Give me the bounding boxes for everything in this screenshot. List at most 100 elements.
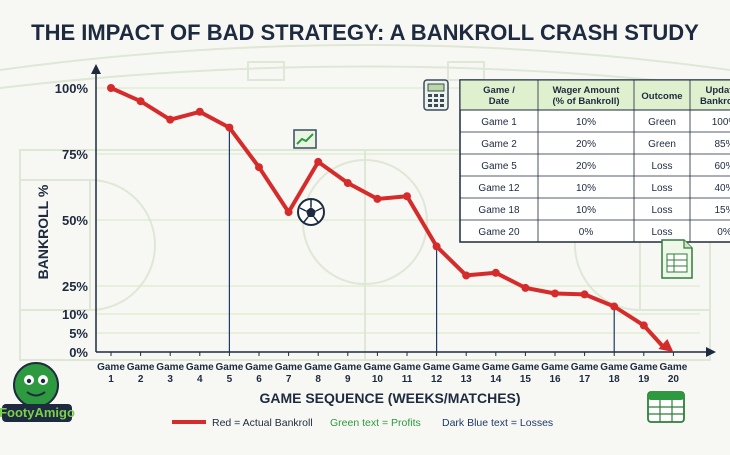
x-axis-arrow: [706, 347, 716, 357]
table-cell-game: Game 5: [481, 161, 517, 172]
x-tick-label: 15: [520, 374, 532, 385]
x-tick-label: Game: [216, 362, 244, 373]
x-tick-label: 20: [668, 374, 680, 385]
x-tick-label: 4: [197, 374, 203, 385]
data-point: [639, 321, 648, 330]
stadium-roof-arc: [0, 44, 730, 71]
data-point: [403, 192, 411, 201]
x-tick-label: 10: [372, 374, 384, 385]
table-cell-outcome: Green: [648, 139, 676, 150]
data-point: [521, 283, 530, 292]
x-tick-label: 1: [108, 374, 114, 385]
x-tick-label: 5: [227, 374, 233, 385]
data-point: [580, 290, 589, 299]
y-tick-label: 100%: [55, 81, 89, 96]
footyamigo-logo: FootyAmigo: [0, 362, 75, 422]
series-bankroll: [107, 84, 674, 352]
x-tick-label: Game: [304, 362, 332, 373]
logo-banner: [2, 404, 72, 422]
table-cell-bankroll: 100%: [712, 117, 730, 128]
wager-table: Game /Date Wager Amount(% of Bankroll) Out…: [459, 79, 730, 243]
x-tick-label: Game: [630, 362, 658, 373]
table-header-cell: Updated: [706, 85, 730, 96]
data-point: [166, 115, 175, 124]
y-axis-ticks: 0% 5% 10% 25% 50% 75% 100%: [55, 81, 89, 360]
table-header-cell: Game /: [483, 85, 515, 96]
logo-smile: [26, 391, 46, 397]
x-tick-label: 11: [402, 374, 413, 385]
floodlight-icon: [447, 61, 485, 81]
table-cell-bankroll: 0%: [717, 227, 730, 238]
x-tick-label: Game: [541, 362, 569, 373]
legend-entry-bankroll: Red = Actual Bankroll: [212, 417, 313, 429]
table-cell-wager: 20%: [576, 139, 596, 150]
logo-pupil: [40, 378, 46, 384]
x-tick-label: Game: [364, 362, 392, 373]
data-point: [373, 194, 382, 203]
x-tick-label: Game: [660, 362, 688, 373]
legend: Red = Actual Bankroll Green text = Profi…: [172, 417, 553, 429]
x-tick-label: 17: [579, 374, 591, 385]
table-cell-bankroll: 85%: [714, 139, 730, 150]
series-line-bankroll: [109, 86, 666, 349]
x-tick-label: Game: [186, 362, 214, 373]
x-axis-ticks: Game1Game2Game3Game4Game5Game6Game7Game8…: [97, 352, 688, 385]
x-tick-label: 18: [609, 374, 621, 385]
data-point: [462, 271, 471, 280]
data-point: [343, 179, 352, 188]
x-tick-label: Game: [423, 362, 451, 373]
x-tick-label: 9: [345, 374, 351, 385]
data-point: [225, 123, 234, 132]
x-tick-label: Game: [571, 362, 599, 373]
data-point: [432, 242, 441, 251]
table-cell-wager: 10%: [576, 117, 596, 128]
table-cell-bankroll: 60%: [714, 161, 730, 172]
table-header-cell: Wager Amount: [553, 85, 621, 96]
data-point: [314, 157, 323, 166]
x-tick-label: 7: [286, 374, 292, 385]
x-axis-label: GAME SEQUENCE (WEEKS/MATCHES): [259, 390, 520, 406]
logo-text: FootyAmigo: [0, 405, 75, 420]
legend-entry-losses: Dark Blue text = Losses: [442, 417, 553, 429]
table-cell-game: Game 20: [478, 227, 520, 238]
table-header-cell: Bankroll %: [700, 96, 730, 107]
table-icon: [647, 391, 685, 423]
data-point: [284, 208, 293, 217]
trend-chart-icon: [293, 129, 317, 149]
spreadsheet-icon: [661, 239, 693, 279]
soccer-ball-icon: [297, 198, 325, 226]
table-cell-outcome: Loss: [651, 205, 672, 216]
y-tick-label: 0%: [69, 345, 88, 360]
x-tick-label: Game: [452, 362, 480, 373]
x-tick-label: Game: [127, 362, 155, 373]
y-tick-label: 25%: [62, 279, 88, 294]
table-cell-wager: 10%: [576, 183, 596, 194]
x-tick-label: 8: [315, 374, 321, 385]
x-tick-label: Game: [334, 362, 362, 373]
x-tick-label: 13: [461, 374, 473, 385]
table-header-cell: Outcome: [641, 91, 682, 102]
table-cell-outcome: Loss: [651, 161, 672, 172]
pitch-left-arc: [89, 179, 156, 311]
x-tick-label: Game: [97, 362, 125, 373]
table-cell-game: Game 12: [478, 183, 520, 194]
table-cell-outcome: Loss: [651, 227, 672, 238]
y-tick-label: 75%: [62, 147, 88, 162]
y-axis-arrow: [91, 64, 101, 74]
x-tick-label: 6: [256, 374, 262, 385]
stadium-stand-arc: [0, 65, 730, 89]
data-point: [107, 84, 115, 92]
table-cell-bankroll: 15%: [714, 205, 730, 216]
table-header-cell: Date: [489, 96, 510, 107]
data-point: [551, 289, 559, 298]
x-tick-label: Game: [600, 362, 628, 373]
x-tick-label: Game: [245, 362, 273, 373]
x-tick-label: Game: [482, 362, 510, 373]
logo-pupil: [26, 378, 32, 384]
data-point-end-arrow: [658, 339, 674, 352]
x-tick-label: 19: [638, 374, 650, 385]
x-tick-label: Game: [156, 362, 184, 373]
data-point: [136, 97, 145, 106]
